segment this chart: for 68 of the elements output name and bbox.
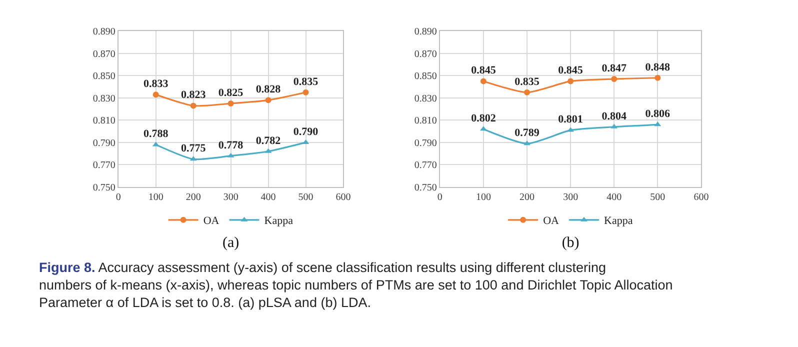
- y-tick-label: 0.850: [92, 71, 116, 82]
- y-tick-label: 0.790: [92, 138, 116, 149]
- data-label: 0.778: [218, 139, 244, 152]
- y-tick-label: 0.750: [92, 182, 116, 194]
- data-label: 0.823: [180, 89, 206, 102]
- point: [568, 78, 574, 84]
- x-tick-label: 300: [563, 192, 578, 204]
- x-axis-title: (a): [222, 235, 240, 252]
- y-tick-label: 0.890: [92, 26, 116, 38]
- data-label: 0.806: [645, 108, 671, 120]
- y-tick-label: 0.770: [414, 160, 437, 172]
- data-label: 0.790: [293, 126, 319, 138]
- point: [228, 100, 234, 106]
- point: [611, 76, 618, 82]
- data-label: 0.845: [471, 64, 496, 77]
- y-tick-label: 0.870: [92, 48, 116, 60]
- y-tick-label: 0.870: [414, 48, 437, 60]
- x-tick-label: 500: [298, 192, 314, 204]
- x-tick-label: 100: [476, 192, 491, 204]
- point: [524, 89, 530, 96]
- data-label: 0.835: [293, 76, 319, 88]
- x-axis-title: (b): [562, 235, 580, 252]
- point: [480, 78, 486, 84]
- data-label: 0.825: [218, 86, 244, 99]
- data-label: 0.828: [256, 84, 282, 96]
- y-tick-label: 0.750: [414, 182, 437, 194]
- point: [654, 74, 661, 81]
- y-tick-label: 0.770: [92, 160, 116, 172]
- x-tick-label: 600: [336, 192, 351, 204]
- y-tick-label: 0.830: [414, 93, 437, 104]
- legend-label: OA: [203, 215, 220, 228]
- legend-label: Kappa: [604, 215, 633, 228]
- point: [302, 89, 309, 96]
- x-tick-label: 600: [694, 192, 709, 204]
- x-tick-label: 200: [520, 192, 535, 204]
- x-tick-label: 100: [148, 192, 164, 204]
- x-tick-label: 200: [186, 192, 201, 204]
- caption: Figure 8.: [39, 260, 96, 275]
- data-label: 0.801: [558, 114, 583, 126]
- point: [265, 97, 272, 104]
- data-label: 0.845: [558, 64, 584, 77]
- data-label: 0.835: [514, 76, 540, 88]
- data-label: 0.833: [143, 78, 169, 90]
- data-label: 0.775: [180, 142, 206, 155]
- x-tick-label: 300: [223, 192, 238, 204]
- data-label: 0.782: [256, 134, 282, 147]
- y-tick-label: 0.890: [414, 26, 437, 38]
- x-tick-label: 400: [606, 192, 622, 204]
- legend-label: Kappa: [264, 215, 294, 228]
- data-label: 0.802: [471, 112, 496, 125]
- data-label: 0.848: [645, 61, 671, 74]
- x-tick-label: 400: [260, 192, 276, 204]
- data-label: 0.847: [602, 62, 627, 74]
- data-label: 0.788: [143, 128, 169, 140]
- point: [152, 92, 159, 98]
- legend-label: OA: [543, 215, 560, 228]
- x-tick-label: 500: [650, 192, 666, 204]
- point: [190, 102, 196, 109]
- y-tick-label: 0.810: [92, 116, 116, 127]
- y-tick-label: 0.810: [414, 116, 437, 127]
- point: [524, 140, 530, 146]
- x-tick-label: 0: [437, 192, 442, 204]
- data-label: 0.789: [514, 127, 540, 140]
- x-tick-label: 0: [116, 192, 121, 204]
- y-tick-label: 0.830: [92, 93, 116, 104]
- y-tick-label: 0.850: [414, 71, 437, 82]
- data-label: 0.804: [602, 110, 627, 122]
- y-tick-label: 0.790: [414, 138, 437, 149]
